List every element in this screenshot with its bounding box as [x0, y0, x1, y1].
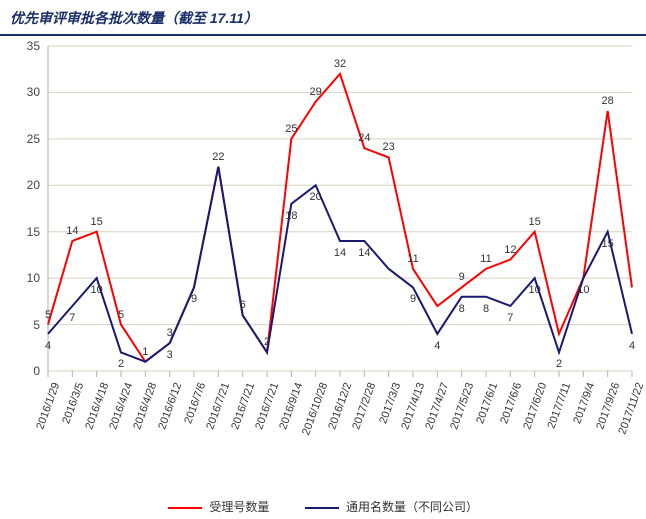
- data-label: 4: [45, 340, 51, 352]
- data-label: 9: [191, 293, 197, 305]
- data-label: 7: [69, 312, 75, 324]
- y-tick-label: 10: [10, 271, 40, 285]
- data-label: 3: [167, 349, 173, 361]
- data-label: 24: [358, 132, 370, 144]
- legend-label-1: 受理号数量: [209, 500, 269, 514]
- data-label: 11: [407, 253, 418, 265]
- data-label: 10: [577, 284, 589, 296]
- data-label: 14: [358, 247, 370, 259]
- data-label: 4: [629, 340, 635, 352]
- y-tick-label: 25: [10, 132, 40, 146]
- data-label: 2: [264, 336, 270, 348]
- y-tick-label: 35: [10, 39, 40, 53]
- legend-item-series2: 通用名数量（不同公司）: [305, 498, 478, 515]
- chart-svg: [0, 36, 646, 519]
- y-tick-label: 5: [10, 318, 40, 332]
- data-label: 32: [334, 58, 346, 70]
- y-tick-label: 20: [10, 178, 40, 192]
- data-label: 5: [45, 309, 51, 321]
- data-label: 28: [602, 95, 614, 107]
- data-label: 29: [310, 86, 322, 98]
- data-label: 9: [410, 293, 416, 305]
- data-label: 15: [91, 216, 103, 228]
- data-label: 14: [66, 225, 78, 237]
- data-label: 18: [285, 210, 297, 222]
- chart-title: 优先审评审批各批次数量（截至 17.11）: [0, 4, 646, 36]
- legend-label-2: 通用名数量（不同公司）: [346, 500, 478, 514]
- legend-swatch-1: [168, 507, 202, 509]
- chart-area: 051015202530352016/1/292016/3/52016/4/18…: [0, 36, 646, 519]
- data-label: 15: [602, 238, 614, 250]
- data-label: 4: [434, 340, 440, 352]
- y-tick-label: 0: [10, 364, 40, 378]
- data-label: 5: [118, 309, 124, 321]
- data-label: 2: [556, 358, 562, 370]
- data-label: 14: [334, 247, 346, 259]
- data-label: 8: [459, 303, 465, 315]
- data-label: 15: [529, 216, 541, 228]
- data-label: 20: [310, 191, 322, 203]
- data-label: 9: [459, 271, 465, 283]
- data-label: 6: [240, 299, 246, 311]
- data-label: 3: [167, 327, 173, 339]
- data-label: 12: [504, 244, 516, 256]
- data-label: 2: [118, 358, 124, 370]
- data-label: 25: [285, 123, 297, 135]
- data-label: 7: [507, 312, 513, 324]
- data-label: 10: [529, 284, 541, 296]
- data-label: 1: [142, 346, 148, 358]
- y-tick-label: 30: [10, 85, 40, 99]
- legend-item-series1: 受理号数量: [168, 498, 269, 515]
- data-label: 10: [91, 284, 103, 296]
- data-label: 8: [483, 303, 489, 315]
- data-label: 23: [383, 141, 395, 153]
- data-label: 22: [212, 151, 224, 163]
- legend-swatch-2: [305, 507, 339, 509]
- legend: 受理号数量 通用名数量（不同公司）: [0, 498, 646, 515]
- data-label: 11: [480, 253, 491, 265]
- y-tick-label: 15: [10, 225, 40, 239]
